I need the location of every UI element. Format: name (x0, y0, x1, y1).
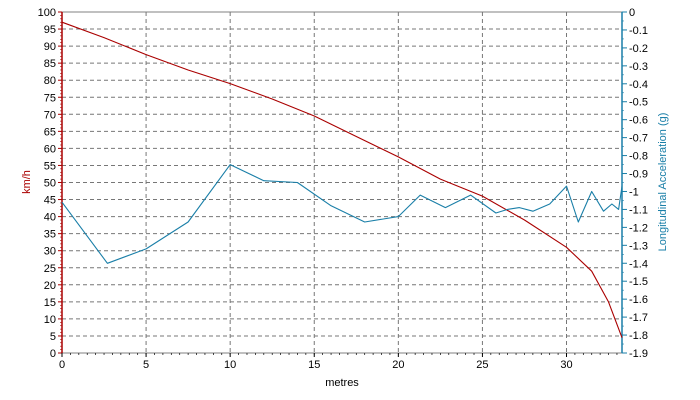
left-tick-label: 10 (44, 314, 56, 326)
right-tick-label: -0.3 (629, 61, 648, 73)
left-tick-label: 80 (44, 75, 56, 87)
left-tick-label: 65 (44, 126, 56, 138)
x-tick-label: 20 (392, 359, 404, 371)
left-axis-title: km/h (21, 170, 33, 194)
right-tick-label: -0.6 (629, 115, 648, 127)
speed-series-line (61, 21, 623, 338)
left-tick-label: 15 (44, 297, 56, 309)
right-tick-label: -0.8 (629, 151, 648, 163)
x-axis-title: metres (325, 377, 359, 389)
x-tick-label: 5 (143, 359, 149, 371)
left-tick-label: 25 (44, 263, 56, 275)
right-axis: 0 -0.1 -0.2 -0.3 -0.4 -0.5 -0.6 -0.7 -0.8 -0.9 -1 -… (621, 7, 648, 360)
right-tick-label: -1.7 (629, 312, 648, 324)
right-tick-label: -0.2 (629, 43, 648, 55)
right-tick-label: -1.4 (629, 258, 648, 270)
right-tick-label: -1.2 (629, 222, 648, 234)
grid (61, 11, 623, 354)
x-axis: 0 5 10 15 20 25 30 (59, 353, 618, 371)
left-tick-label: 30 (44, 246, 56, 258)
left-tick-label: 55 (44, 160, 56, 172)
left-tick-label: 95 (44, 24, 56, 36)
left-tick-label: 75 (44, 92, 56, 104)
right-tick-label: -1.8 (629, 330, 648, 342)
x-tick-label: 15 (308, 359, 320, 371)
x-tick-label: 0 (59, 359, 65, 371)
acceleration-series-line (61, 164, 623, 264)
right-axis-title: Longitudinal Acceleration (g) (657, 113, 669, 252)
left-tick-label: 35 (44, 229, 56, 241)
left-tick-label: 45 (44, 195, 56, 207)
left-tick-label: 90 (44, 41, 56, 53)
right-tick-label: -0.1 (629, 25, 648, 37)
series (61, 21, 623, 338)
right-tick-label: -0.5 (629, 97, 648, 109)
right-tick-label: -0.9 (629, 169, 648, 181)
x-tick-label: 25 (476, 359, 488, 371)
right-tick-label: -1.3 (629, 240, 648, 252)
left-tick-label: 40 (44, 212, 56, 224)
right-tick-label: -0.4 (629, 79, 648, 91)
right-tick-label: -1.9 (629, 348, 648, 360)
right-tick-label: -1.5 (629, 276, 648, 288)
left-tick-label: 60 (44, 143, 56, 155)
left-tick-label: 5 (50, 331, 56, 343)
right-tick-label: -1.6 (629, 294, 648, 306)
left-tick-label: 85 (44, 58, 56, 70)
x-tick-label: 10 (224, 359, 236, 371)
right-tick-label: 0 (629, 7, 635, 19)
left-tick-label: 0 (50, 348, 56, 360)
right-tick-label: -1.1 (629, 204, 648, 216)
left-tick-label: 100 (38, 7, 56, 19)
left-tick-label: 20 (44, 280, 56, 292)
x-tick-label: 30 (560, 359, 572, 371)
right-tick-label: -1 (629, 186, 639, 198)
right-tick-label: -0.7 (629, 133, 648, 145)
left-axis: 0 5 10 15 20 25 30 35 40 45 50 55 60 65 70 75 80 85 90 95 10… (38, 7, 63, 360)
left-tick-label: 70 (44, 109, 56, 121)
left-tick-label: 50 (44, 178, 56, 190)
